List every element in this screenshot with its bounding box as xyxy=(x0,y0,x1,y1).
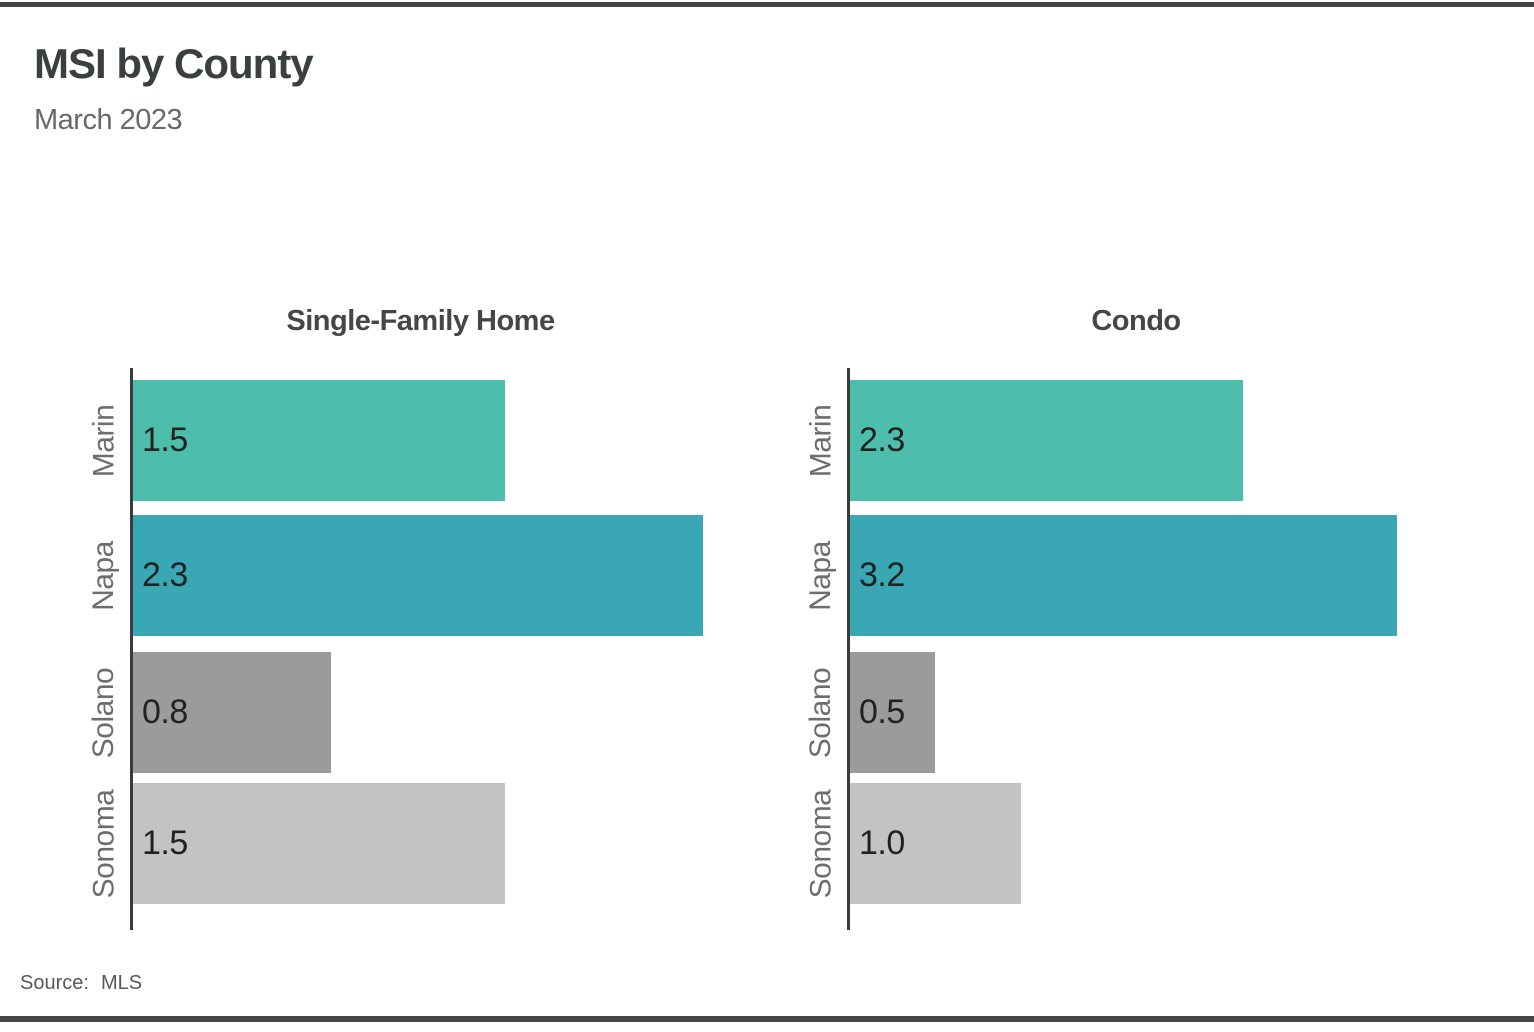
bar-solano: 0.8 xyxy=(133,652,332,773)
category-axis-labels: Marin Napa Solano Sonoma xyxy=(795,368,847,930)
bar-value-label: 2.3 xyxy=(859,421,905,459)
category-label-napa: Napa xyxy=(795,515,847,636)
bar-value-label: 0.8 xyxy=(142,693,188,731)
bar-marin: 1.5 xyxy=(133,380,506,501)
category-label-text: Solano xyxy=(87,667,121,758)
category-label-marin: Marin xyxy=(795,380,847,501)
category-label-marin: Marin xyxy=(78,380,130,501)
category-label-solano: Solano xyxy=(78,652,130,773)
chart-title: Condo xyxy=(1091,305,1181,337)
chart-title: Single-Family Home xyxy=(286,305,555,337)
source-note: Source: MLS xyxy=(20,972,142,995)
source-label: Source: xyxy=(20,972,89,994)
category-label-sonoma: Sonoma xyxy=(78,783,130,904)
category-label-text: Napa xyxy=(804,540,837,611)
page-title: MSI by County xyxy=(34,40,314,87)
category-axis-labels: Marin Napa Solano Sonoma xyxy=(78,368,130,930)
bottom-divider xyxy=(0,1016,1534,1022)
bar-value-label: 1.5 xyxy=(142,421,188,459)
plot-area-wrap: Marin Napa Solano Sonoma 1.5 2.3 0.8 1.5 xyxy=(78,368,763,930)
bar-marin: 2.3 xyxy=(850,380,1243,501)
chart-single-family-home: Single-Family Home Marin Napa Solano Sonoma… xyxy=(78,305,763,930)
bar-value-label: 3.2 xyxy=(859,556,905,594)
category-label-text: Sonoma xyxy=(87,789,120,898)
category-label-solano: Solano xyxy=(795,652,847,773)
plot-area: 2.3 3.2 0.5 1.0 xyxy=(847,368,1477,930)
top-divider xyxy=(0,2,1534,7)
source-value: MLS xyxy=(100,972,143,994)
bar-napa: 3.2 xyxy=(850,515,1397,636)
category-label-sonoma: Sonoma xyxy=(795,783,847,904)
plot-area-wrap: Marin Napa Solano Sonoma 2.3 3.2 0.5 1.0 xyxy=(795,368,1477,930)
bar-value-label: 1.0 xyxy=(859,824,905,862)
plot-area: 1.5 2.3 0.8 1.5 xyxy=(130,368,763,930)
category-label-text: Marin xyxy=(804,404,838,477)
category-label-text: Solano xyxy=(804,667,838,758)
bar-sonoma: 1.0 xyxy=(850,783,1021,904)
category-label-text: Marin xyxy=(87,404,121,477)
category-label-napa: Napa xyxy=(78,515,130,636)
bar-solano: 0.5 xyxy=(850,652,936,773)
bar-napa: 2.3 xyxy=(133,515,704,636)
category-label-text: Sonoma xyxy=(804,789,837,898)
category-label-text: Napa xyxy=(87,540,120,611)
bar-sonoma: 1.5 xyxy=(133,783,506,904)
bar-value-label: 1.5 xyxy=(142,824,188,862)
chart-condo: Condo Marin Napa Solano Sonoma 2.3 3.2 0.5 1.0 xyxy=(795,305,1477,930)
page-subtitle: March 2023 xyxy=(34,104,183,136)
bar-value-label: 0.5 xyxy=(859,693,905,731)
bar-value-label: 2.3 xyxy=(142,556,188,594)
